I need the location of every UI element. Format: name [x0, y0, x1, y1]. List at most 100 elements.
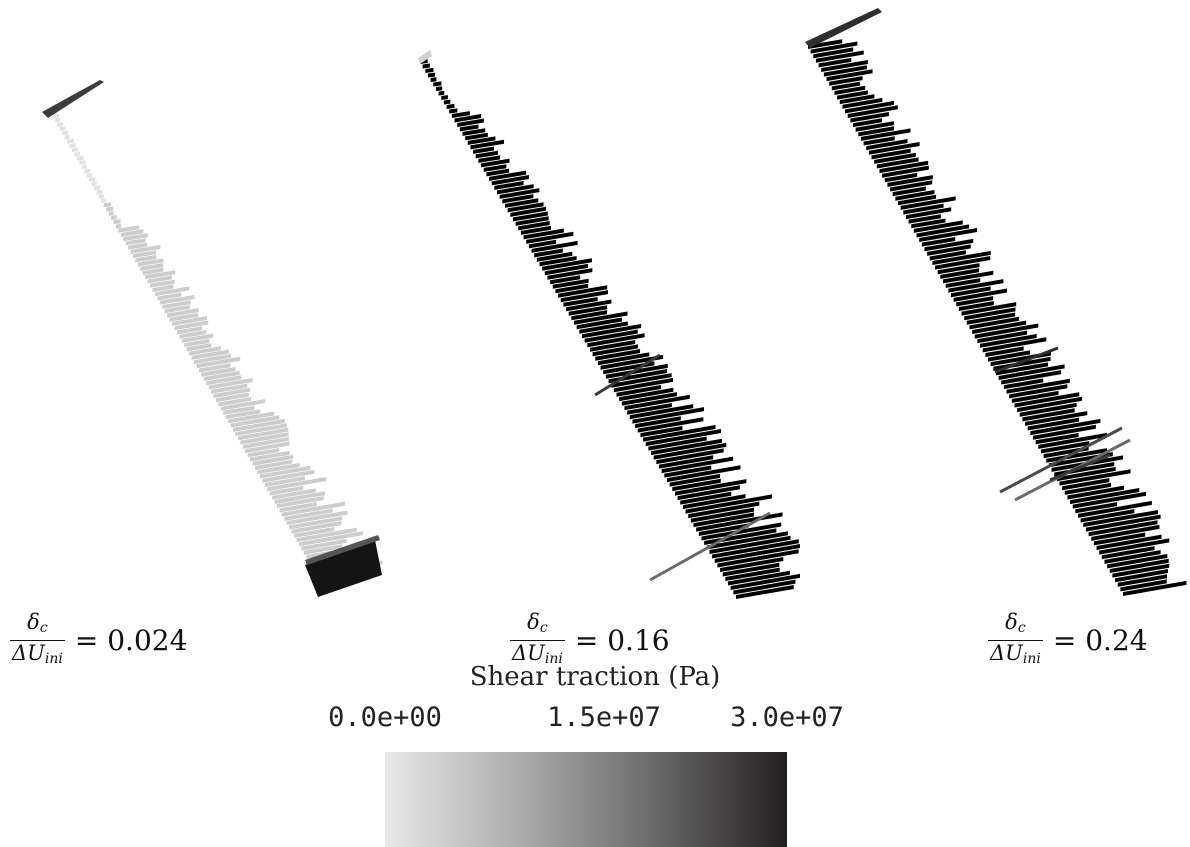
traction-bar	[664, 465, 712, 478]
traction-bar	[137, 258, 164, 267]
traction-bar	[1080, 509, 1135, 523]
traction-bar	[892, 186, 926, 197]
traction-bar	[167, 308, 199, 318]
traction-bar	[67, 138, 74, 144]
traction-bar	[982, 337, 1047, 353]
traction-bar	[722, 562, 780, 577]
traction-bar	[250, 450, 290, 462]
traction-bar	[438, 90, 445, 96]
traction-bar	[69, 143, 76, 148]
traction-bar	[523, 228, 564, 240]
traction-bar	[539, 255, 577, 267]
traction-bar	[220, 399, 266, 411]
traction-bar	[701, 522, 782, 541]
traction-bar	[294, 526, 335, 538]
traction-bar	[544, 263, 588, 276]
traction-bar	[621, 392, 677, 406]
traction-bar	[1088, 520, 1158, 537]
traction-bar	[235, 423, 287, 437]
traction-bar	[656, 448, 724, 465]
traction-bar	[810, 41, 858, 54]
fault-traction-plot-3	[805, 8, 1187, 596]
traction-bar	[449, 108, 458, 114]
traction-bar	[613, 377, 673, 393]
traction-bar	[218, 396, 252, 407]
traction-bar	[233, 418, 285, 432]
colorbar-tick-min: 0.0e+00	[328, 702, 442, 733]
denominator-symbol: ΔU	[512, 641, 545, 665]
traction-bar	[964, 307, 1016, 321]
traction-bar	[76, 155, 84, 161]
traction-bar	[279, 502, 317, 513]
ratio-fraction: δc ΔUini	[510, 610, 565, 671]
traction-bar	[422, 63, 430, 69]
traction-bar	[1099, 538, 1170, 555]
traction-bar	[1120, 579, 1167, 592]
traction-bar	[228, 411, 275, 424]
traction-bar	[512, 211, 548, 222]
traction-bar	[882, 165, 929, 178]
traction-bar	[1025, 411, 1088, 426]
traction-bar	[826, 69, 873, 82]
traction-bar	[489, 170, 527, 181]
traction-bar	[1107, 553, 1168, 569]
traction-bar	[632, 407, 705, 424]
traction-bar	[815, 50, 864, 63]
traction-bar	[176, 326, 202, 335]
traction-bar	[264, 476, 305, 487]
traction-bar	[550, 275, 581, 285]
traction-bar	[845, 100, 894, 114]
traction-bar	[1059, 469, 1131, 486]
traction-bar	[913, 220, 963, 233]
traction-bar	[96, 189, 103, 195]
traction-bar	[624, 394, 690, 411]
traction-bar	[518, 221, 550, 231]
traction-bar	[950, 286, 991, 298]
traction-bar	[174, 320, 209, 331]
colorbar-gradient	[385, 752, 787, 847]
traction-bar	[879, 160, 929, 174]
traction-bar	[945, 278, 981, 289]
traction-bar	[1001, 370, 1062, 385]
traction-bar	[430, 77, 437, 82]
traction-bar	[605, 363, 668, 379]
traction-bar	[935, 256, 991, 270]
traction-bar	[706, 531, 788, 550]
traction-bar	[1062, 478, 1110, 491]
traction-bar	[1056, 466, 1116, 482]
traction-bar	[198, 363, 231, 373]
fault-spike	[994, 346, 1059, 374]
traction-bar	[213, 387, 250, 398]
traction-bar	[74, 151, 80, 157]
traction-bar	[1091, 524, 1160, 541]
denominator-sub: ini	[1022, 651, 1041, 667]
traction-bar	[230, 415, 280, 428]
traction-bar	[1027, 417, 1080, 431]
traction-bar	[64, 134, 70, 140]
traction-bar	[111, 215, 117, 220]
traction-bar	[619, 387, 674, 402]
traction-bar	[303, 544, 343, 555]
traction-bar	[1117, 574, 1168, 587]
traction-bar	[145, 270, 176, 280]
traction-bar	[1112, 563, 1170, 578]
traction-bar	[203, 370, 240, 382]
traction-bar	[658, 455, 714, 469]
traction-bar	[164, 305, 190, 314]
traction-bar	[262, 469, 315, 483]
traction-bar	[125, 238, 146, 246]
traction-bar	[712, 539, 799, 559]
traction-bar	[688, 501, 760, 519]
fault-traction-plot-2	[418, 50, 800, 599]
traction-bar	[600, 354, 664, 370]
traction-bar	[808, 39, 843, 49]
traction-bar	[574, 311, 628, 325]
traction-bar	[276, 496, 324, 509]
numerator-symbol: δ	[1005, 610, 1018, 634]
traction-bar	[291, 520, 342, 534]
traction-bar	[140, 263, 164, 271]
traction-bar	[839, 94, 875, 105]
traction-bar	[666, 465, 741, 483]
traction-bar	[451, 111, 470, 118]
traction-bar	[661, 456, 734, 474]
